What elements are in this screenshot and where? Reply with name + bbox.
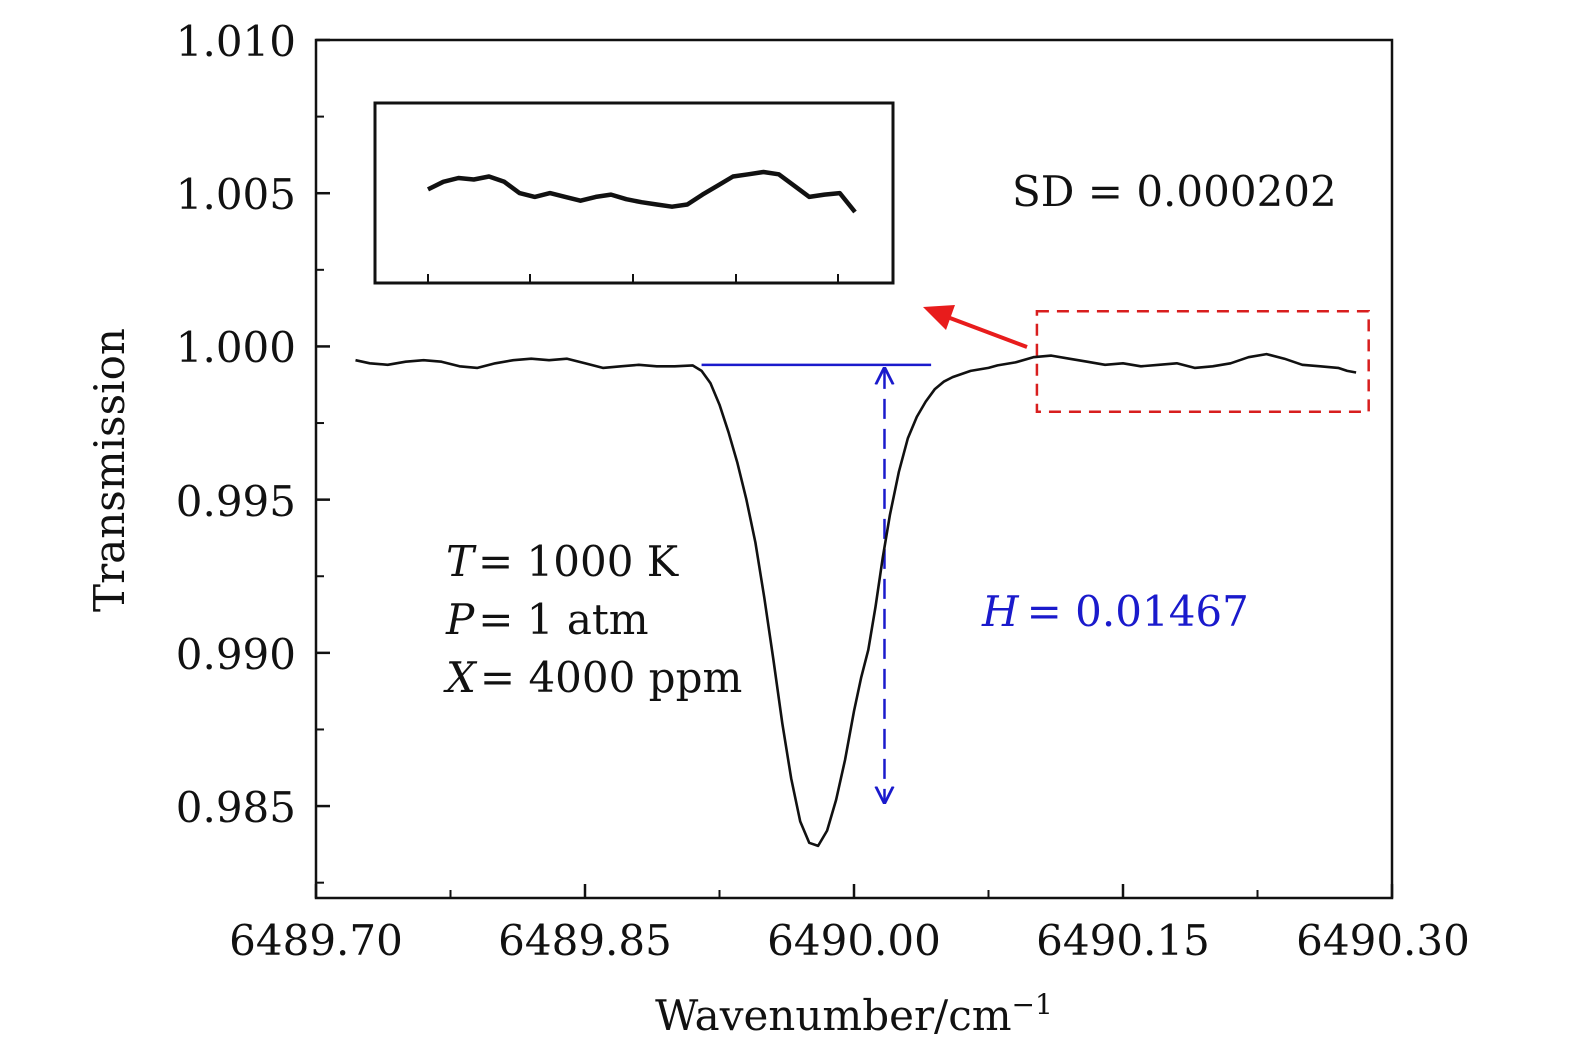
x-tick-label: 6490.15 xyxy=(1036,916,1210,965)
sd-annotation: SD = 0.000202 xyxy=(1012,167,1337,216)
x-axis-ticks xyxy=(314,884,1394,898)
h-annotation: H = 0.01467 xyxy=(981,587,1249,636)
t-annotation: T= 1000 K xyxy=(446,537,680,586)
x-annotation: X= 4000 ppm xyxy=(443,653,742,702)
y-axis-ticks xyxy=(316,38,330,884)
y-tick-label: 1.010 xyxy=(176,17,296,66)
y-tick-label: 0.990 xyxy=(176,630,296,679)
y-tick-label: 1.000 xyxy=(176,323,296,372)
x-symbol: X xyxy=(443,653,478,702)
inset-line xyxy=(426,169,857,214)
y-tick-label: 0.985 xyxy=(176,783,296,832)
p-symbol: P xyxy=(445,595,475,644)
t-value: = 1000 K xyxy=(478,537,680,586)
x-axis-title: Wavenumber/cm−1 xyxy=(655,988,1053,1040)
x-axis-title-superscript: −1 xyxy=(1012,988,1053,1021)
inset-ticks xyxy=(427,274,839,283)
x-tick-label: 6490.00 xyxy=(767,916,941,965)
red-arrow xyxy=(923,305,1028,349)
inset-frame xyxy=(373,101,895,285)
y-tick-label: 0.995 xyxy=(176,477,296,526)
y-axis-title: Transmission xyxy=(85,328,134,612)
series-line xyxy=(355,352,1357,848)
x-axis-title-text: Wavenumber/cm xyxy=(655,991,1011,1040)
x-tick-label: 6489.70 xyxy=(229,916,403,965)
x-value: = 4000 ppm xyxy=(480,653,742,702)
p-annotation: P= 1 atm xyxy=(445,595,649,644)
y-tick-label: 1.005 xyxy=(176,170,296,219)
t-symbol: T xyxy=(446,537,477,586)
h-symbol: H xyxy=(981,587,1020,636)
h-value: = 0.01467 xyxy=(1027,587,1249,636)
x-tick-label: 6489.85 xyxy=(498,916,672,965)
p-value: = 1 atm xyxy=(478,595,648,644)
x-tick-label: 6490.30 xyxy=(1296,916,1470,965)
highlight-box xyxy=(1035,309,1370,413)
